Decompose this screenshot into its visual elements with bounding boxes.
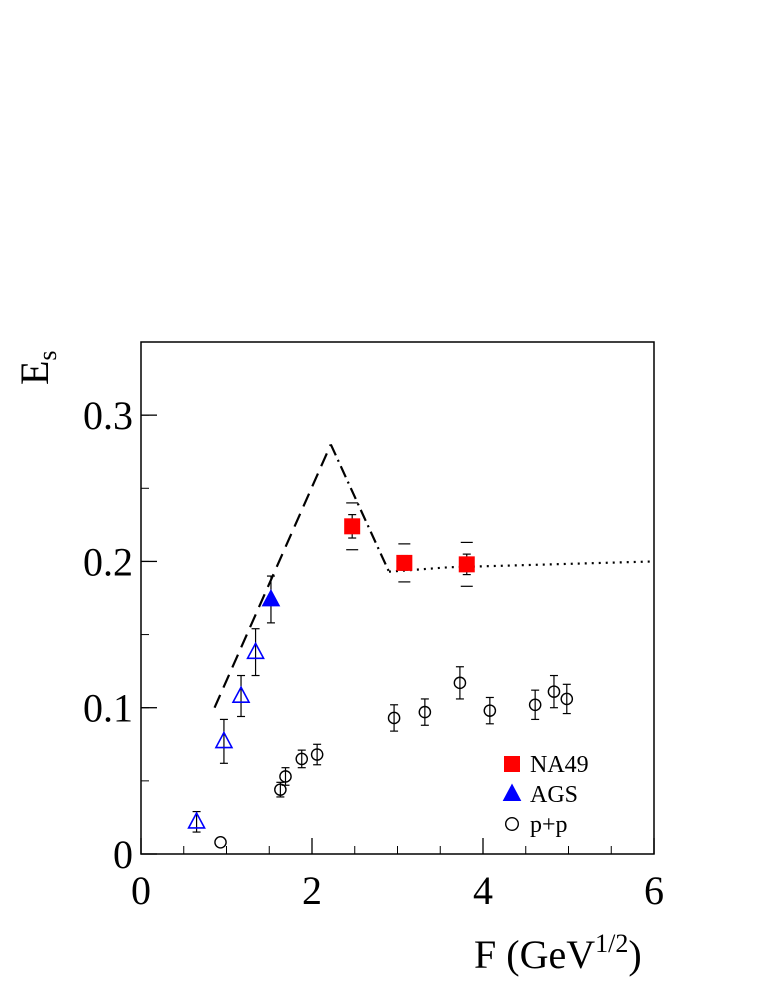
x-axis-label: F (GeV1/2)	[474, 929, 642, 977]
circle-marker	[214, 835, 227, 849]
circle-marker	[505, 817, 520, 832]
major-ticks	[140, 414, 655, 855]
circle-marker	[453, 676, 467, 690]
model-lines	[213, 443, 655, 709]
dotted-model-line	[388, 560, 655, 573]
y-tick-label: 0	[113, 832, 133, 877]
square-marker	[344, 518, 361, 535]
circle-marker	[547, 685, 561, 698]
circle-marker	[560, 692, 574, 706]
circle-marker	[483, 704, 497, 717]
triangle-marker	[246, 641, 265, 660]
circle-marker	[310, 748, 324, 761]
dash-dot-model-line	[329, 443, 390, 573]
triangle-marker	[261, 588, 281, 607]
circle-marker	[418, 705, 432, 719]
circle-marker	[387, 711, 401, 725]
svg-text:Es: Es	[12, 350, 62, 385]
legend-label: p+p	[530, 812, 568, 838]
tick-labels: 0 2 4 6 0 0.1 0.2 0.3	[83, 393, 664, 913]
legend-label: AGS	[530, 782, 578, 808]
x-tick-label: 6	[644, 868, 664, 913]
square-marker	[396, 554, 413, 571]
triangle-marker	[187, 811, 206, 829]
legend-label: NA49	[530, 752, 589, 778]
y-tick-label: 0.1	[83, 686, 133, 731]
triangle-marker	[502, 783, 522, 801]
square-marker	[504, 756, 520, 772]
square-marker	[458, 556, 475, 573]
x-tick-label: 2	[302, 868, 322, 913]
circle-marker	[295, 752, 309, 766]
y-tick-label: 0.3	[83, 393, 133, 438]
circle-marker	[274, 783, 287, 796]
triangle-marker	[231, 685, 251, 703]
y-axis-label: Es	[12, 350, 62, 385]
data-markers	[187, 502, 574, 849]
y-tick-label: 0.2	[83, 539, 133, 584]
legend: NA49 AGS p+p	[502, 752, 589, 838]
x-tick-label: 0	[131, 868, 151, 913]
triangle-marker	[214, 730, 234, 749]
circle-marker	[528, 698, 542, 712]
circle-marker	[279, 770, 292, 783]
x-tick-label: 4	[473, 868, 493, 913]
